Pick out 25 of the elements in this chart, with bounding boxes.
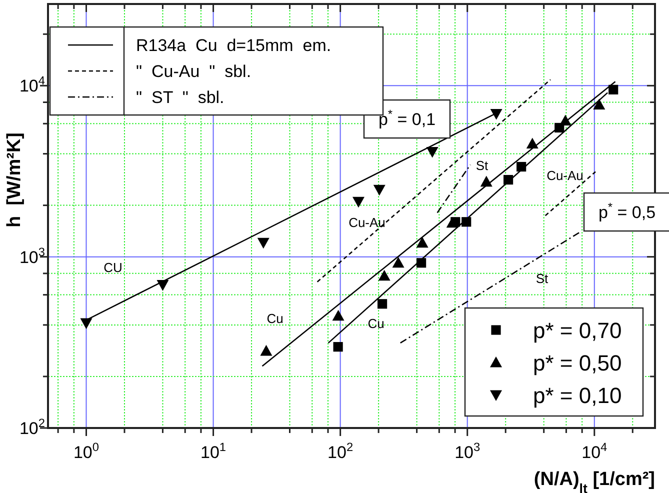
annotation: Cu-Au — [348, 215, 386, 230]
annotation: Cu — [266, 311, 284, 326]
legend-label: p* = 0,50 — [533, 350, 622, 376]
legend-label: " ST " sbl. — [136, 88, 224, 107]
annotation: Cu-Au — [546, 168, 584, 183]
legend-label: p* = 0,10 — [533, 383, 622, 408]
annotation: p$^{*}$ = 0,1 — [378, 107, 436, 129]
legend-label: p* = 0,70 — [533, 318, 622, 343]
x-tick-label: 10$^{2}$ — [328, 440, 354, 462]
x-tick-label: 10$^{0}$ — [73, 440, 100, 462]
x-tick-label: 10$^{1}$ — [200, 440, 226, 462]
y-axis-title: h [W/m²K] — [4, 132, 25, 228]
legend-label: R134a Cu d=15mm em. — [136, 36, 332, 55]
annotation: St — [476, 158, 489, 173]
y-tick-label: 10$^{4}$ — [19, 74, 46, 96]
x-axis-title: (N/A)$_{lt}$ [1/cm²] — [534, 469, 655, 493]
legend-label: " Cu-Au " sbl. — [136, 62, 252, 81]
annotation: St — [536, 271, 549, 286]
x-tick-label: 10$^{3}$ — [454, 440, 480, 462]
x-tick-label: 10$^{4}$ — [582, 440, 608, 462]
y-tick-label: 10$^{2}$ — [19, 416, 46, 438]
annotation: Cu — [368, 316, 384, 331]
annotation: CU — [104, 260, 122, 275]
y-tick-label: 10$^{3}$ — [19, 244, 46, 267]
annotation: p$^{*}$ = 0,5 — [598, 200, 656, 222]
